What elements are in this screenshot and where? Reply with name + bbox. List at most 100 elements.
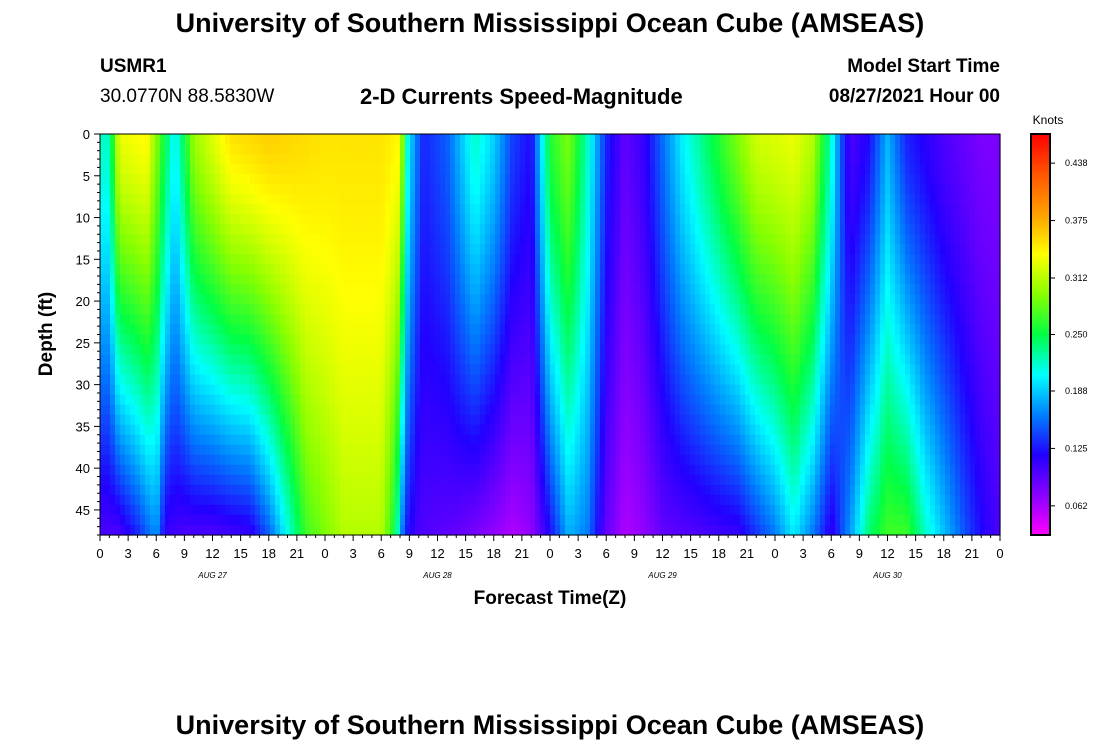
heatmap-cell bbox=[145, 494, 151, 506]
heatmap-cell bbox=[655, 314, 661, 326]
heatmap-cell bbox=[390, 194, 396, 205]
heatmap-cell bbox=[545, 504, 551, 516]
heatmap-cell bbox=[455, 524, 461, 536]
heatmap-cell bbox=[580, 254, 586, 265]
heatmap-cell bbox=[370, 144, 376, 155]
heatmap-cell bbox=[560, 214, 566, 225]
heatmap-cell bbox=[360, 494, 366, 506]
heatmap-cell bbox=[205, 134, 211, 145]
heatmap-cell bbox=[420, 504, 426, 516]
heatmap-cell bbox=[580, 344, 586, 356]
heatmap-cell bbox=[495, 204, 501, 215]
heatmap-cell bbox=[300, 234, 306, 245]
heatmap-cell bbox=[705, 444, 711, 456]
heatmap-cell bbox=[430, 304, 436, 316]
heatmap-cell bbox=[205, 284, 211, 296]
heatmap-cell bbox=[590, 234, 596, 245]
heatmap-cell bbox=[260, 484, 266, 496]
heatmap-cell bbox=[170, 304, 176, 316]
heatmap-cell bbox=[605, 434, 611, 446]
heatmap-cell bbox=[555, 444, 561, 456]
heatmap-cell bbox=[645, 304, 651, 316]
heatmap-cell bbox=[195, 214, 201, 225]
heatmap-cell bbox=[430, 404, 436, 416]
heatmap-cell bbox=[690, 194, 696, 205]
heatmap-cell bbox=[105, 204, 111, 215]
heatmap-cell bbox=[220, 174, 226, 185]
heatmap-cell bbox=[185, 374, 191, 386]
heatmap-cell bbox=[195, 194, 201, 205]
heatmap-cell bbox=[195, 394, 201, 406]
heatmap-cell bbox=[510, 324, 516, 336]
heatmap-cell bbox=[230, 254, 236, 265]
heatmap-cell bbox=[160, 284, 166, 296]
heatmap-cell bbox=[425, 524, 431, 536]
heatmap-cell bbox=[320, 294, 326, 306]
heatmap-cell bbox=[460, 224, 466, 235]
heatmap-cell bbox=[195, 444, 201, 456]
heatmap-cell bbox=[290, 244, 296, 255]
heatmap-cell bbox=[145, 504, 151, 516]
heatmap-cell bbox=[190, 304, 196, 316]
heatmap-cell bbox=[300, 164, 306, 175]
heatmap-cell bbox=[530, 364, 536, 376]
heatmap-cell bbox=[495, 374, 501, 386]
heatmap-cell bbox=[380, 204, 386, 215]
heatmap-cell bbox=[625, 164, 631, 175]
heatmap-cell bbox=[520, 354, 526, 366]
heatmap-cell bbox=[305, 394, 311, 406]
heatmap-cell bbox=[315, 494, 321, 506]
heatmap-cell bbox=[715, 284, 721, 296]
heatmap-cell bbox=[250, 514, 256, 526]
heatmap-cell bbox=[265, 344, 271, 356]
heatmap-cell bbox=[435, 164, 441, 175]
heatmap-cell bbox=[665, 194, 671, 205]
heatmap-cell bbox=[340, 364, 346, 376]
heatmap-cell bbox=[540, 424, 546, 436]
heatmap-cell bbox=[385, 144, 391, 155]
heatmap-cell bbox=[460, 164, 466, 175]
heatmap-cell bbox=[585, 334, 591, 346]
heatmap-cell bbox=[585, 494, 591, 506]
heatmap-cell bbox=[560, 294, 566, 306]
heatmap-cell bbox=[250, 314, 256, 326]
heatmap-cell bbox=[560, 184, 566, 195]
heatmap-cell bbox=[600, 414, 606, 426]
heatmap-cell bbox=[285, 194, 291, 205]
heatmap-cell bbox=[590, 274, 596, 285]
heatmap-cell bbox=[245, 324, 251, 336]
heatmap-cell bbox=[665, 264, 671, 275]
heatmap-cell bbox=[625, 404, 631, 416]
heatmap-cell bbox=[100, 224, 106, 235]
heatmap-cell bbox=[550, 374, 556, 386]
heatmap-cell bbox=[240, 484, 246, 496]
heatmap-cell bbox=[240, 334, 246, 346]
heatmap-cell bbox=[310, 354, 316, 366]
heatmap-cell bbox=[170, 194, 176, 205]
heatmap-cell bbox=[545, 234, 551, 245]
heatmap-cell bbox=[180, 194, 186, 205]
heatmap-cell bbox=[155, 224, 161, 235]
heatmap-cell bbox=[305, 164, 311, 175]
heatmap-cell bbox=[300, 304, 306, 316]
heatmap-cell bbox=[325, 284, 331, 296]
heatmap-cell bbox=[155, 364, 161, 376]
heatmap-cell bbox=[505, 214, 511, 225]
heatmap-cell bbox=[645, 524, 651, 536]
heatmap-cell bbox=[140, 514, 146, 526]
heatmap-cell bbox=[335, 414, 341, 426]
heatmap-cell bbox=[550, 264, 556, 275]
heatmap-cell bbox=[680, 334, 686, 346]
heatmap-cell bbox=[510, 514, 516, 526]
heatmap-cell bbox=[200, 214, 206, 225]
heatmap-cell bbox=[175, 384, 181, 396]
heatmap-cell bbox=[265, 284, 271, 296]
heatmap-cell bbox=[375, 364, 381, 376]
heatmap-cell bbox=[630, 344, 636, 356]
heatmap-cell bbox=[675, 194, 681, 205]
heatmap-cell bbox=[695, 524, 701, 536]
heatmap-cell bbox=[400, 154, 406, 165]
heatmap-cell bbox=[470, 374, 476, 386]
heatmap-cell bbox=[255, 404, 261, 416]
heatmap-cell bbox=[180, 254, 186, 265]
